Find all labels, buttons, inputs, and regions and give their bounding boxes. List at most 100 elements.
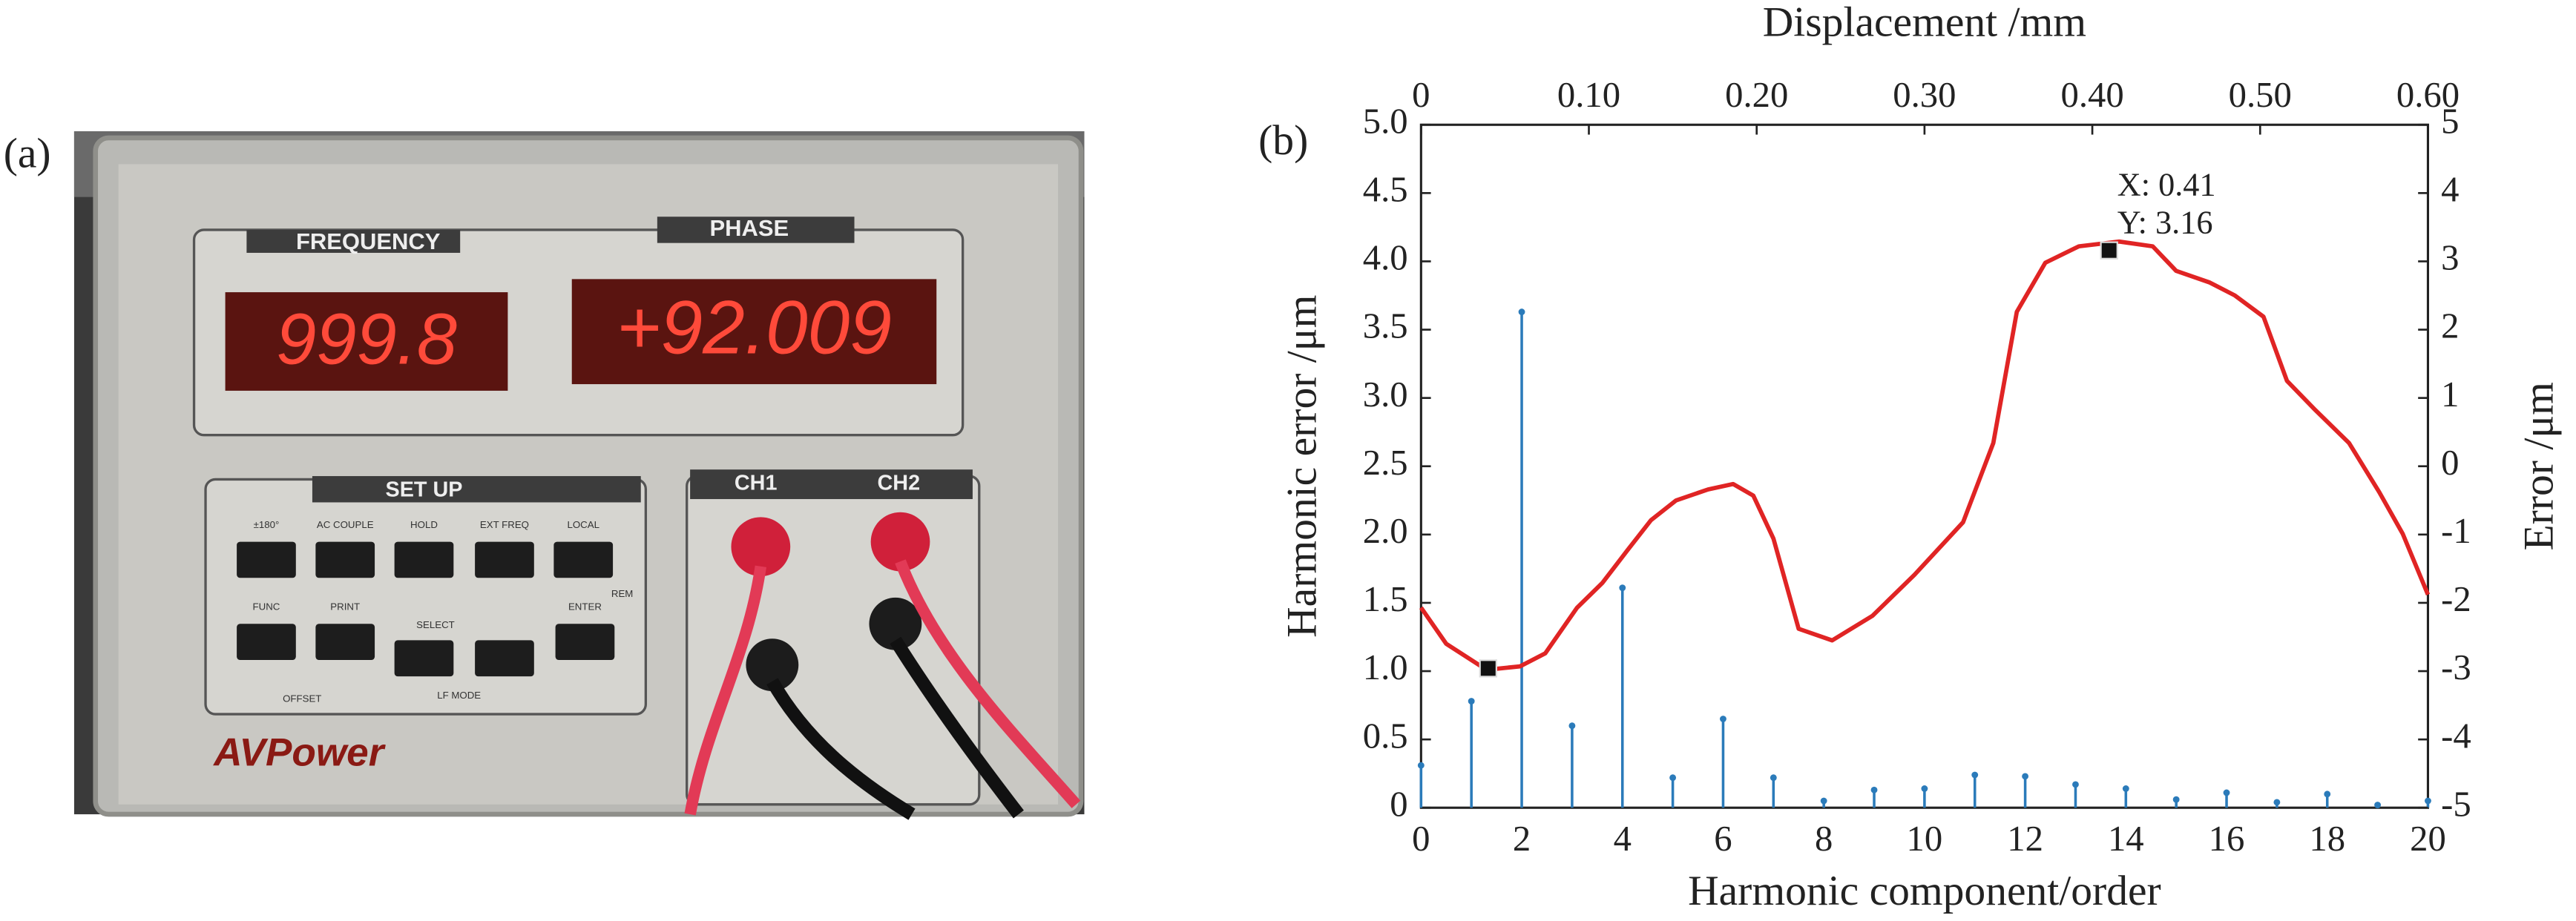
data-tip: Y: 3.16 xyxy=(2117,205,2213,241)
indicator-label: OFFSET xyxy=(283,693,321,704)
button xyxy=(315,541,375,578)
y-tick-label: 5.0 xyxy=(1363,101,1408,141)
button-label: AC COUPLE xyxy=(317,519,374,530)
button xyxy=(237,624,296,660)
y-tick-label: 4.5 xyxy=(1363,170,1408,210)
x-tick-label: 0 xyxy=(1412,819,1430,859)
y-tick-label: 3 xyxy=(2441,238,2459,278)
data-marker xyxy=(2100,241,2118,260)
y-tick-label: 0 xyxy=(2441,443,2459,483)
x-tick-label: 12 xyxy=(2007,819,2043,859)
stem-head xyxy=(2022,773,2029,780)
stem-head xyxy=(1518,308,1525,316)
stem-head xyxy=(2273,799,2281,806)
frequency-display xyxy=(225,292,508,391)
channel-label: CH1 xyxy=(735,472,778,495)
button xyxy=(315,624,375,660)
y-tick-label: 0 xyxy=(1390,784,1407,824)
brand: AVPower xyxy=(212,730,387,774)
stem-head xyxy=(1770,774,1777,782)
connector xyxy=(731,517,791,577)
label-strip xyxy=(246,229,461,253)
stem-head xyxy=(1971,771,1979,779)
label-strip xyxy=(657,217,855,243)
label-strip xyxy=(312,476,641,503)
data-tip: X: 0.41 xyxy=(2117,167,2216,203)
x-tick-label: 0.40 xyxy=(2060,75,2123,115)
button xyxy=(237,541,296,578)
x-tick-label: 0 xyxy=(1412,75,1430,115)
x-axis-label: Harmonic component/order xyxy=(1688,868,2161,914)
plot-frame xyxy=(1419,123,2429,809)
cable xyxy=(766,678,916,820)
y-axis-label: Harmonic error /μm xyxy=(1279,295,1326,638)
button xyxy=(475,541,534,578)
button xyxy=(394,640,454,677)
stem-head xyxy=(1720,716,1726,722)
phase-label: PHASE xyxy=(709,215,789,241)
y-tick-label: -1 xyxy=(2441,511,2471,551)
stem-head xyxy=(2122,785,2129,792)
button-label: EXT FREQ xyxy=(480,519,529,530)
cable xyxy=(895,559,1081,808)
x-tick-label: 20 xyxy=(2410,819,2446,859)
x-tick-label: 0.10 xyxy=(1557,75,1620,115)
y-tick-label: 3.5 xyxy=(1363,306,1408,346)
x-tick-label: 14 xyxy=(2108,819,2144,859)
panel-label: (a) xyxy=(4,131,51,177)
setup-label: SET UP xyxy=(386,478,463,502)
stem-head xyxy=(2223,789,2230,796)
button-label: ±180° xyxy=(254,519,280,530)
x-tick-label: 6 xyxy=(1714,819,1732,859)
button xyxy=(553,541,614,578)
button-label: LOCAL xyxy=(567,519,599,530)
y-tick-label: -5 xyxy=(2441,784,2471,824)
y-tick-label: 5 xyxy=(2441,101,2459,141)
x-tick-label: 4 xyxy=(1614,819,1632,859)
y-axis-label: Error /μm xyxy=(2516,382,2563,550)
stem-head xyxy=(1921,785,1928,792)
plot: 0 2 4 6 8 10 12 14 16 18 2000.51.01.52.02.53.03.54… xyxy=(1279,0,2563,914)
y-tick-label: 4 xyxy=(2441,170,2459,210)
cable xyxy=(684,565,767,816)
y-tick-label: 2.0 xyxy=(1363,511,1408,551)
y-tick-label: 4.0 xyxy=(1363,238,1408,278)
buttons: ±180° AC COUPLE HOLD EXT FREQ LOCAL FUNC PRINT… xyxy=(237,519,615,677)
connector xyxy=(869,597,922,650)
setup-frame xyxy=(204,478,648,716)
y-tick-label: 2 xyxy=(2441,306,2459,346)
button-label: HOLD xyxy=(410,519,438,530)
panel-label: (b) xyxy=(1258,117,1308,164)
stem-head xyxy=(1568,722,1576,730)
stem-head xyxy=(1417,762,1425,769)
photo: FREQUENCY PHASE 999.8 +92.009 SET UP ±18… xyxy=(73,131,1085,820)
x-tick-label: 0.20 xyxy=(1725,75,1788,115)
phase-readout: +92.009 xyxy=(617,285,892,369)
x-tick-label: 0.30 xyxy=(1893,75,1956,115)
button-label: FUNC xyxy=(253,601,280,613)
x-tick-label: 2 xyxy=(1513,819,1531,859)
indicator-label: REM xyxy=(611,588,633,599)
x-tick-label: 10 xyxy=(1907,819,1943,859)
stem-head xyxy=(2425,797,2431,805)
stem-head xyxy=(1820,797,1827,805)
stem-head xyxy=(2324,790,2331,798)
connector xyxy=(746,638,799,692)
y-tick-label: 2.5 xyxy=(1363,443,1408,483)
connector xyxy=(870,512,930,572)
button xyxy=(555,624,615,660)
y-tick-label: 1.0 xyxy=(1363,647,1408,687)
x-tick-label: 18 xyxy=(2309,819,2345,859)
y-tick-label: -2 xyxy=(2441,579,2471,619)
label-strip xyxy=(690,469,973,500)
x-axis-label: Displacement /mm xyxy=(1763,0,2086,46)
y-tick-label: 1 xyxy=(2441,374,2459,415)
error-line xyxy=(1419,239,2431,673)
stem-head xyxy=(1870,786,1878,793)
y-tick-label: -3 xyxy=(2441,647,2471,687)
select-label: SELECT xyxy=(416,619,455,630)
button-label: PRINT xyxy=(330,601,360,613)
button xyxy=(475,640,534,677)
